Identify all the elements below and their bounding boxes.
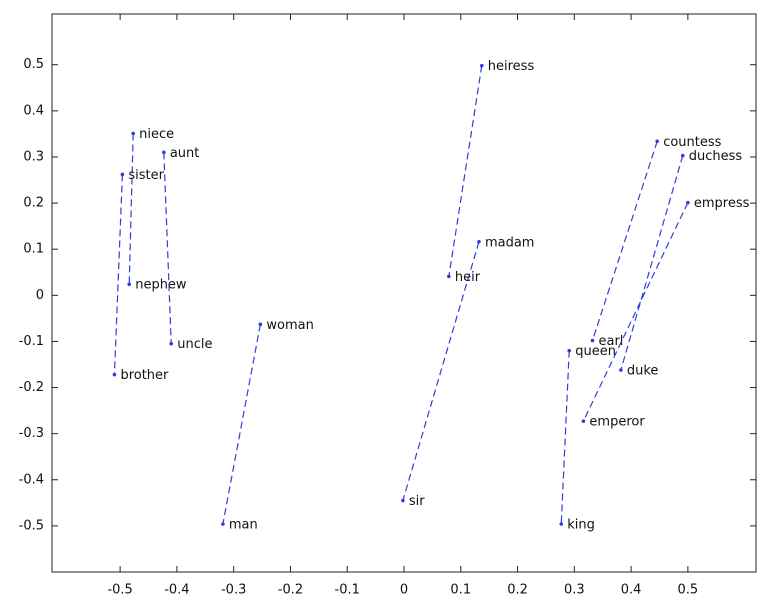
point <box>477 240 481 244</box>
point-label: duchess <box>689 149 743 164</box>
y-tick-label: -0.5 <box>19 518 44 533</box>
x-tick-label: 0.2 <box>507 583 528 598</box>
point <box>680 153 685 158</box>
x-tick-label: -0.5 <box>107 583 132 598</box>
pair-line <box>560 350 570 525</box>
point-label: king <box>567 518 595 533</box>
y-tick-label: -0.3 <box>19 426 44 441</box>
y-tick-label: -0.2 <box>19 380 44 395</box>
point-label: heir <box>455 270 481 285</box>
x-tick-label: -0.2 <box>278 583 303 598</box>
plot-frame <box>51 13 757 573</box>
pair-line <box>402 241 480 501</box>
point <box>120 172 125 177</box>
point-label: man <box>229 518 258 533</box>
pair-line <box>222 324 261 525</box>
point <box>401 498 405 503</box>
x-tick-label: -0.4 <box>164 583 189 598</box>
point-label: heiress <box>488 59 535 74</box>
point-label: empress <box>694 196 750 211</box>
point-label: uncle <box>177 337 212 352</box>
point-label: queen <box>575 344 616 359</box>
point <box>127 282 132 287</box>
point-label: emperor <box>589 415 645 430</box>
x-tick-label: -0.1 <box>335 583 360 598</box>
point <box>581 419 586 424</box>
point <box>567 348 572 353</box>
point-label: sister <box>128 168 164 183</box>
pair-line <box>128 133 134 285</box>
point-label: madam <box>485 235 535 250</box>
y-tick-label: 0.5 <box>23 57 44 72</box>
y-tick-label: 0 <box>36 288 44 303</box>
y-tick-label: 0.1 <box>23 242 44 257</box>
point <box>162 150 166 155</box>
pair-line <box>113 174 123 375</box>
point <box>258 322 263 327</box>
pair-line <box>448 65 483 277</box>
y-tick-label: -0.1 <box>19 334 44 349</box>
y-tick-label: -0.4 <box>19 472 44 487</box>
pair-line <box>163 152 172 344</box>
y-tick-label: 0.2 <box>23 196 44 211</box>
point-label: woman <box>266 318 313 333</box>
point <box>112 372 117 377</box>
point-label: aunt <box>170 146 200 161</box>
point <box>590 338 595 343</box>
x-tick-label: 0.4 <box>621 583 642 598</box>
pair-line <box>582 202 689 422</box>
point <box>479 63 484 68</box>
x-tick-label: 0 <box>400 583 408 598</box>
point-label: sir <box>409 494 425 509</box>
point-label: earl <box>598 334 623 349</box>
pair-line <box>620 155 684 371</box>
pair-line <box>591 141 658 341</box>
point <box>221 522 225 526</box>
x-tick-label: -0.3 <box>221 583 246 598</box>
point <box>619 368 623 372</box>
point-label: nephew <box>135 278 187 293</box>
point-label: brother <box>120 368 169 383</box>
point-label: duke <box>627 364 659 379</box>
point <box>447 274 451 279</box>
point <box>169 341 174 346</box>
point-label: niece <box>139 127 174 142</box>
point-label: countess <box>663 135 721 150</box>
point <box>559 522 564 526</box>
x-tick-label: 0.3 <box>564 583 585 598</box>
x-tick-label: 0.5 <box>678 583 699 598</box>
y-tick-label: 0.3 <box>23 149 44 164</box>
point <box>655 139 660 144</box>
y-tick-label: 0.4 <box>23 103 44 118</box>
point <box>131 131 135 136</box>
point <box>686 200 690 205</box>
x-tick-label: 0.1 <box>450 583 471 598</box>
